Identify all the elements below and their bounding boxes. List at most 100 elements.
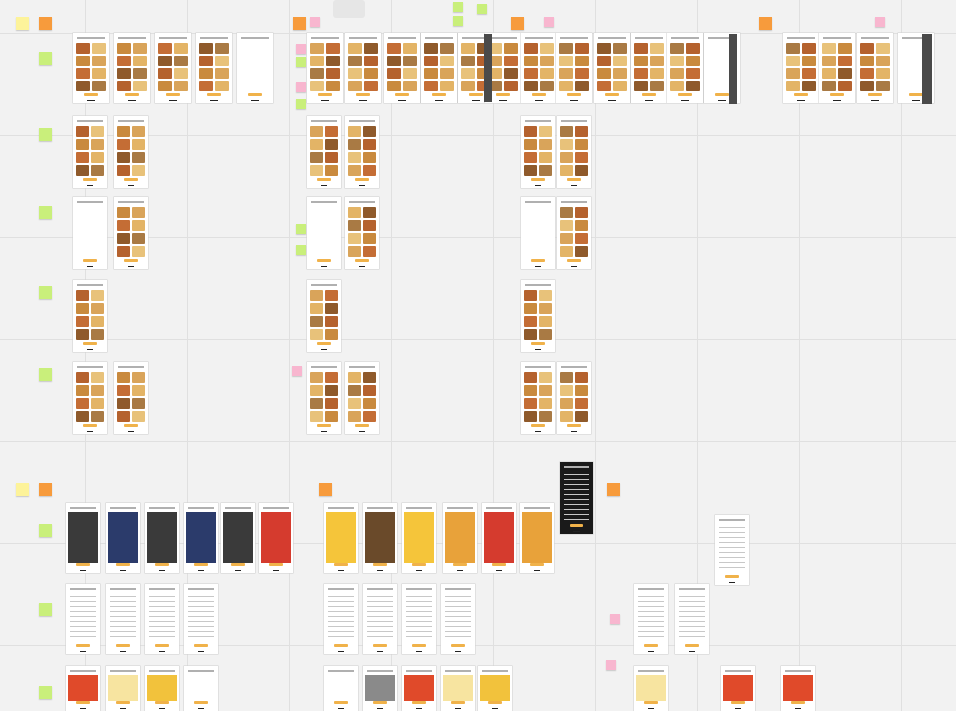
primary-button[interactable] xyxy=(83,424,97,427)
primary-button[interactable] xyxy=(431,93,447,96)
phone-screen-mock[interactable] xyxy=(73,197,107,269)
phone-screen-mock[interactable] xyxy=(521,362,555,434)
food-thumbnail[interactable] xyxy=(786,55,800,66)
food-thumbnail[interactable] xyxy=(387,55,401,66)
food-thumbnail[interactable] xyxy=(650,80,664,91)
food-thumbnail[interactable] xyxy=(174,80,188,91)
primary-button[interactable] xyxy=(531,424,545,427)
sticky-note-annotation[interactable] xyxy=(606,660,616,670)
sticky-note-header[interactable] xyxy=(293,17,306,30)
primary-button[interactable] xyxy=(334,701,348,704)
food-thumbnail[interactable] xyxy=(539,303,552,314)
food-thumbnail[interactable] xyxy=(575,207,588,218)
food-thumbnail[interactable] xyxy=(310,68,324,79)
food-thumbnail[interactable] xyxy=(117,126,130,137)
food-thumbnail[interactable] xyxy=(348,385,361,396)
food-thumbnail[interactable] xyxy=(76,165,89,176)
food-thumbnail[interactable] xyxy=(560,398,573,409)
phone-screen-mock[interactable] xyxy=(307,280,341,352)
primary-button[interactable] xyxy=(76,701,90,704)
food-thumbnail[interactable] xyxy=(363,398,376,409)
food-thumbnail[interactable] xyxy=(310,165,323,176)
food-thumbnail[interactable] xyxy=(670,68,684,79)
food-thumbnail[interactable] xyxy=(117,207,130,218)
phone-screen-mock[interactable] xyxy=(307,116,341,188)
food-thumbnail[interactable] xyxy=(559,43,573,54)
food-thumbnail[interactable] xyxy=(364,55,378,66)
food-thumbnail[interactable] xyxy=(670,43,684,54)
food-thumbnail[interactable] xyxy=(786,80,800,91)
food-thumbnail[interactable] xyxy=(199,68,213,79)
phone-screen-mock[interactable] xyxy=(441,666,475,711)
food-thumbnail[interactable] xyxy=(860,68,874,79)
food-thumbnail[interactable] xyxy=(117,43,131,54)
primary-button[interactable] xyxy=(124,178,138,181)
phone-screen-mock[interactable] xyxy=(73,116,107,188)
food-thumbnail[interactable] xyxy=(117,55,131,66)
primary-button[interactable] xyxy=(453,563,467,566)
phone-screen-mock[interactable] xyxy=(221,503,255,573)
food-thumbnail[interactable] xyxy=(597,55,611,66)
primary-button[interactable] xyxy=(247,93,263,96)
sticky-note-annotation[interactable] xyxy=(296,44,306,54)
phone-screen-mock[interactable] xyxy=(345,33,381,103)
food-thumbnail[interactable] xyxy=(575,68,589,79)
primary-button[interactable] xyxy=(731,701,745,704)
food-thumbnail[interactable] xyxy=(117,233,130,244)
primary-button[interactable] xyxy=(531,93,547,96)
food-thumbnail[interactable] xyxy=(76,316,89,327)
phone-screen-mock[interactable] xyxy=(560,462,593,534)
food-thumbnail[interactable] xyxy=(559,80,573,91)
food-thumbnail[interactable] xyxy=(387,80,401,91)
phone-screen-mock[interactable] xyxy=(307,33,343,103)
phone-screen-mock[interactable] xyxy=(594,33,630,103)
food-thumbnail[interactable] xyxy=(199,80,213,91)
food-thumbnail[interactable] xyxy=(76,152,89,163)
food-thumbnail[interactable] xyxy=(91,290,104,301)
food-thumbnail[interactable] xyxy=(650,55,664,66)
food-thumbnail[interactable] xyxy=(117,165,130,176)
food-thumbnail[interactable] xyxy=(158,68,172,79)
promo-banner[interactable] xyxy=(147,675,177,701)
primary-button[interactable] xyxy=(373,644,387,647)
food-thumbnail[interactable] xyxy=(325,303,338,314)
food-thumbnail[interactable] xyxy=(860,55,874,66)
phone-screen-mock[interactable] xyxy=(106,584,140,654)
food-thumbnail[interactable] xyxy=(363,411,376,422)
sticky-note-header[interactable] xyxy=(39,17,52,30)
food-thumbnail[interactable] xyxy=(822,80,836,91)
food-thumbnail[interactable] xyxy=(634,55,648,66)
primary-button[interactable] xyxy=(194,701,208,704)
sticky-note-header[interactable] xyxy=(39,483,52,496)
primary-button[interactable] xyxy=(83,342,97,345)
food-thumbnail[interactable] xyxy=(325,372,338,383)
food-thumbnail[interactable] xyxy=(560,220,573,231)
promo-banner[interactable] xyxy=(108,675,138,701)
phone-screen-mock[interactable] xyxy=(721,666,755,711)
food-thumbnail[interactable] xyxy=(348,207,361,218)
sticky-note-row-label[interactable] xyxy=(39,686,52,699)
food-thumbnail[interactable] xyxy=(325,329,338,340)
food-thumbnail[interactable] xyxy=(575,398,588,409)
food-thumbnail[interactable] xyxy=(670,55,684,66)
food-thumbnail[interactable] xyxy=(786,68,800,79)
food-thumbnail[interactable] xyxy=(802,55,816,66)
sticky-note-row-label[interactable] xyxy=(39,206,52,219)
food-thumbnail[interactable] xyxy=(348,139,361,150)
promo-banner[interactable] xyxy=(326,512,356,563)
food-thumbnail[interactable] xyxy=(158,80,172,91)
food-thumbnail[interactable] xyxy=(132,152,145,163)
food-thumbnail[interactable] xyxy=(403,55,417,66)
food-thumbnail[interactable] xyxy=(524,385,537,396)
primary-button[interactable] xyxy=(194,563,208,566)
food-thumbnail[interactable] xyxy=(524,398,537,409)
food-thumbnail[interactable] xyxy=(524,55,538,66)
food-thumbnail[interactable] xyxy=(540,55,554,66)
food-thumbnail[interactable] xyxy=(117,68,131,79)
food-thumbnail[interactable] xyxy=(348,411,361,422)
sticky-note-header[interactable] xyxy=(319,483,332,496)
food-thumbnail[interactable] xyxy=(539,152,552,163)
food-thumbnail[interactable] xyxy=(76,329,89,340)
primary-button[interactable] xyxy=(124,424,138,427)
food-thumbnail[interactable] xyxy=(524,165,537,176)
